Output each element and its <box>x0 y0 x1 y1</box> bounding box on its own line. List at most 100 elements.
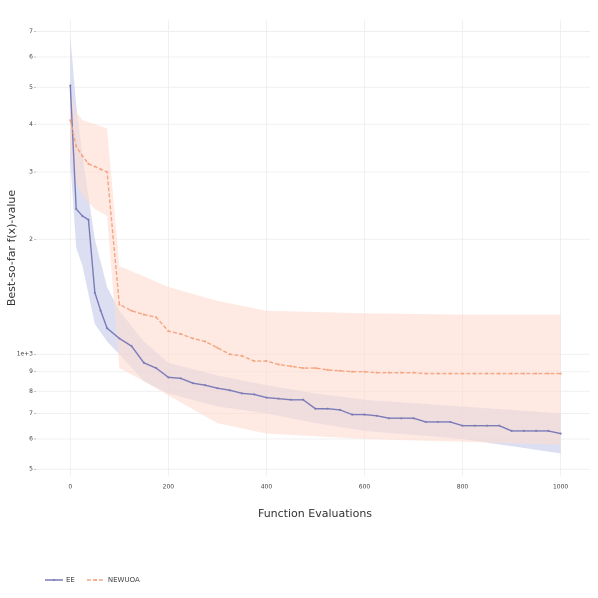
bands <box>70 36 561 454</box>
lines <box>69 84 562 435</box>
point <box>179 377 182 380</box>
point <box>81 155 84 158</box>
point <box>87 218 90 221</box>
point <box>118 303 121 306</box>
x-tick-label: 1000 <box>553 484 568 491</box>
point <box>99 168 102 171</box>
legend: EE NEWUOA <box>45 576 140 584</box>
point <box>351 370 354 373</box>
point <box>240 392 244 395</box>
x-tick-label: 200 <box>163 484 175 491</box>
point <box>130 309 133 312</box>
point <box>338 408 342 411</box>
point <box>326 368 329 371</box>
series-line <box>69 85 561 435</box>
point <box>400 371 403 374</box>
point <box>436 372 440 375</box>
point <box>289 398 293 401</box>
point <box>314 407 317 410</box>
legend-label: NEWUOA <box>108 576 140 584</box>
point <box>105 327 109 330</box>
point <box>289 365 293 368</box>
point <box>485 424 489 427</box>
point <box>228 353 231 356</box>
point <box>375 371 378 374</box>
point <box>179 332 182 336</box>
point <box>253 359 256 363</box>
point <box>265 396 268 399</box>
y-tick-label: 8 <box>29 388 33 395</box>
point <box>314 366 317 370</box>
point <box>510 372 513 375</box>
point <box>265 359 268 363</box>
legend-marker <box>52 578 56 582</box>
point <box>534 372 538 375</box>
point <box>559 432 562 435</box>
y-tick-label: 7 <box>29 410 33 417</box>
point <box>387 417 391 420</box>
point <box>387 371 391 374</box>
point <box>216 387 219 390</box>
point <box>461 372 464 375</box>
point <box>547 429 550 432</box>
confidence-band <box>70 94 561 445</box>
point <box>485 372 489 375</box>
point <box>81 214 84 218</box>
point <box>522 429 525 432</box>
point <box>363 413 366 416</box>
y-axis-label: Best-so-far f(x)-value <box>5 190 18 307</box>
point <box>547 372 550 375</box>
point <box>87 162 90 166</box>
point <box>228 389 231 392</box>
point <box>473 372 476 375</box>
y-tick-label: 6 <box>29 435 33 442</box>
y-tick-label: 4 <box>29 121 33 128</box>
point <box>326 407 329 410</box>
point <box>302 398 305 401</box>
x-axis-label: Function Evaluations <box>258 507 372 520</box>
point <box>559 372 562 375</box>
y-tick-label: 9 <box>29 368 33 375</box>
point <box>69 119 72 122</box>
point <box>473 424 476 427</box>
point <box>191 382 194 385</box>
point <box>510 429 513 432</box>
point <box>105 170 109 174</box>
point <box>142 313 145 316</box>
point <box>461 424 464 427</box>
point <box>167 329 170 333</box>
y-tick-label: 6 <box>29 54 33 61</box>
y-tick-label: 5 <box>29 466 33 473</box>
point <box>75 145 78 148</box>
point <box>118 337 121 340</box>
y-tick-label: 7 <box>29 28 33 35</box>
point <box>216 346 219 349</box>
point <box>302 366 305 370</box>
x-tick-label: 800 <box>457 484 469 491</box>
point <box>449 420 452 424</box>
point <box>75 207 78 211</box>
point <box>277 363 280 366</box>
y-tick-label: 1e+3 <box>17 351 34 358</box>
x-tick-label: 0 <box>68 484 72 491</box>
point <box>338 369 342 372</box>
point <box>424 372 427 375</box>
point <box>375 414 378 417</box>
point <box>522 372 525 375</box>
point <box>449 372 452 375</box>
point <box>498 424 501 427</box>
y-tick-label: 3 <box>29 169 33 176</box>
y-tick-label: 2 <box>29 236 33 243</box>
point <box>191 337 194 340</box>
point <box>412 417 415 420</box>
point <box>99 309 102 312</box>
point <box>93 165 96 168</box>
point <box>253 393 256 396</box>
point <box>240 354 244 358</box>
point <box>412 371 415 374</box>
point <box>130 345 133 348</box>
point <box>277 397 280 400</box>
point <box>351 413 354 416</box>
point <box>69 84 72 87</box>
